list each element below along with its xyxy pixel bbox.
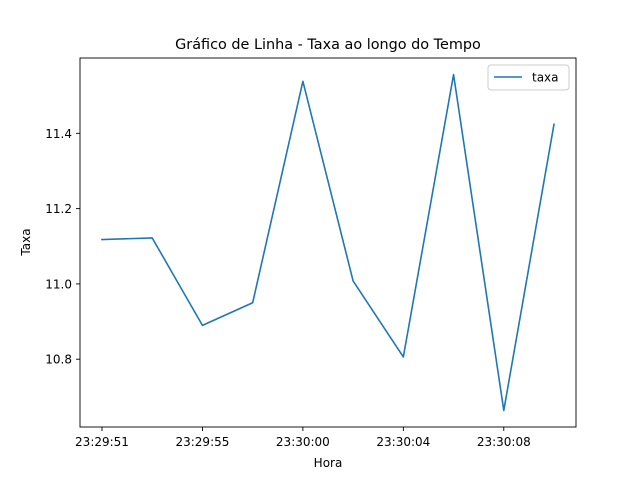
plot-area [79,57,577,428]
axes-frame [79,57,577,428]
x-tick-label: 23:30:00 [276,435,330,449]
y-tick-label: 11.2 [45,202,72,216]
x-tick-label: 23:29:55 [175,435,229,449]
x-tick-label: 23:30:08 [477,435,531,449]
legend: taxa [487,64,570,91]
series-line-taxa [101,73,555,412]
y-tick-label: 11.0 [45,277,72,291]
chart-title: Gráfico de Linha - Taxa ao longo do Temp… [175,37,481,53]
y-tick-label: 10.8 [45,353,72,367]
y-axis: 10.8 11.0 11.2 11.4 [45,127,80,367]
x-tick-label: 23:29:51 [75,435,129,449]
y-tick-label: 11.4 [45,127,72,141]
y-axis-label: Taxa [19,228,33,256]
legend-label: taxa [532,71,559,85]
x-axis: 23:29:51 23:29:55 23:30:00 23:30:04 23:30:08 [75,427,531,449]
x-axis-label: Hora [314,456,343,470]
legend-box [487,64,570,91]
x-tick-label: 23:30:04 [376,435,430,449]
